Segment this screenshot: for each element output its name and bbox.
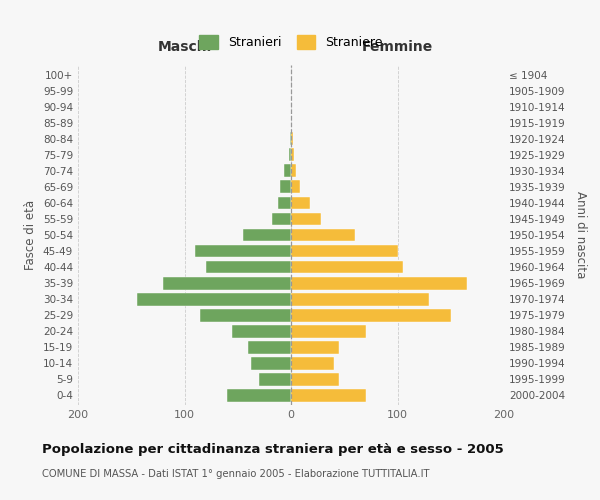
Bar — [291, 276, 467, 289]
Bar — [243, 228, 291, 241]
Text: COMUNE DI MASSA - Dati ISTAT 1° gennaio 2005 - Elaborazione TUTTITALIA.IT: COMUNE DI MASSA - Dati ISTAT 1° gennaio … — [42, 469, 430, 479]
Bar — [291, 309, 451, 322]
Bar — [290, 132, 291, 145]
Legend: Stranieri, Straniere: Stranieri, Straniere — [194, 30, 388, 54]
Bar — [259, 373, 291, 386]
Bar — [291, 132, 293, 145]
Bar — [280, 180, 291, 194]
Bar — [291, 148, 294, 161]
Bar — [289, 148, 291, 161]
Text: Femmine: Femmine — [362, 40, 433, 54]
Bar — [284, 164, 291, 177]
Bar — [291, 325, 365, 338]
Bar — [163, 276, 291, 289]
Y-axis label: Anni di nascita: Anni di nascita — [574, 192, 587, 278]
Bar — [291, 228, 355, 241]
Bar — [291, 389, 365, 402]
Bar — [195, 244, 291, 258]
Bar — [278, 196, 291, 209]
Bar — [200, 309, 291, 322]
Bar — [291, 260, 403, 274]
Bar — [291, 292, 430, 306]
Bar — [137, 292, 291, 306]
Bar — [291, 164, 296, 177]
Bar — [206, 260, 291, 274]
Bar — [272, 212, 291, 226]
Text: Popolazione per cittadinanza straniera per età e sesso - 2005: Popolazione per cittadinanza straniera p… — [42, 442, 504, 456]
Bar — [291, 212, 321, 226]
Bar — [248, 341, 291, 353]
Y-axis label: Fasce di età: Fasce di età — [25, 200, 37, 270]
Bar — [232, 325, 291, 338]
Text: Maschi: Maschi — [157, 40, 212, 54]
Bar — [291, 244, 398, 258]
Bar — [291, 196, 310, 209]
Bar — [291, 180, 299, 194]
Bar — [291, 341, 339, 353]
Bar — [251, 357, 291, 370]
Bar — [291, 373, 339, 386]
Bar — [227, 389, 291, 402]
Bar — [291, 357, 334, 370]
